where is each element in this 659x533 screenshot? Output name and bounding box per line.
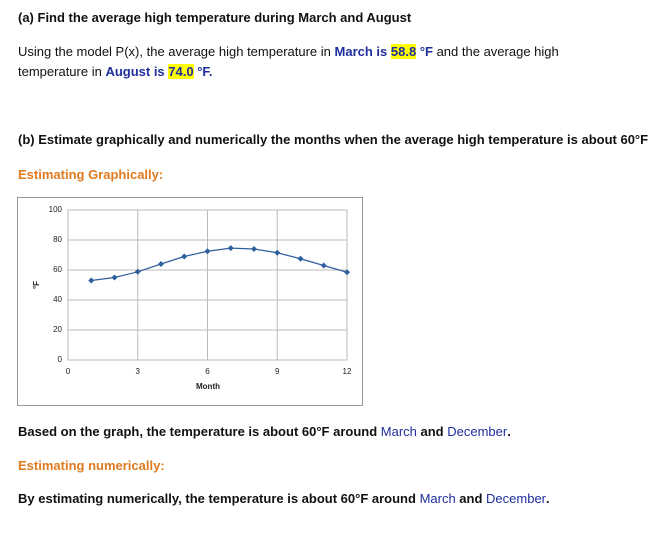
graphical-result: Based on the graph, the temperature is a… [18, 424, 511, 439]
text: August is [105, 64, 165, 79]
data-point [181, 253, 188, 260]
data-point [344, 269, 350, 276]
data-point [158, 261, 164, 267]
y-tick-label: 40 [53, 295, 62, 304]
data-line [91, 247, 348, 282]
y-tick-label: 60 [53, 265, 62, 274]
text: December [447, 424, 508, 439]
y-tick-label: 0 [58, 355, 63, 364]
data-point [297, 255, 304, 262]
chart-frame [17, 197, 363, 406]
part-b-title: (b) Estimate graphically and numerically… [18, 132, 649, 147]
text: . [546, 491, 550, 506]
part-a-line: temperature in August is 74.0 °F. [18, 64, 213, 79]
y-tick-label: 20 [53, 325, 62, 334]
data-point [111, 274, 118, 281]
text: and [416, 424, 448, 439]
x-axis-label: Month [196, 382, 220, 391]
x-tick-label: 0 [66, 367, 71, 376]
part-a-title: (a) Find the average high temperature du… [18, 10, 412, 25]
text: and [455, 491, 487, 506]
text: Based on the graph, the temperature is a… [18, 424, 381, 439]
text: . [507, 424, 511, 439]
x-tick-label: 6 [205, 367, 210, 376]
x-tick-label: 3 [136, 367, 141, 376]
text: March [380, 424, 417, 439]
y-axis-label: °F [32, 281, 41, 289]
data-point [320, 262, 327, 269]
y-tick-label: 100 [49, 205, 63, 214]
data-point [134, 268, 141, 275]
x-tick-label: 9 [275, 367, 280, 376]
text: and the average high [432, 44, 559, 59]
text: March is [334, 44, 388, 59]
data-point [88, 277, 95, 284]
answer: 58.8 [390, 44, 417, 59]
heading: Estimating numerically: [18, 458, 165, 473]
data-point [204, 248, 211, 255]
numerical-result: By estimating numerically, the temperatu… [18, 491, 550, 506]
heading: Estimating Graphically: [18, 167, 164, 182]
text: temperature in [18, 64, 106, 79]
chart: Month °F 0 20 40 60 80 100 0 3 6 9 12 [17, 197, 363, 406]
part-a-line: Using the model P(x), the average high t… [18, 44, 559, 59]
text: °F [416, 44, 433, 59]
x-tick-label: 12 [343, 367, 352, 376]
y-tick-label: 80 [53, 235, 62, 244]
text: By estimating numerically, the temperatu… [18, 491, 420, 506]
data-point [274, 249, 281, 256]
text: Using the model P(x), the average high t… [18, 44, 335, 59]
text: °F. [193, 64, 213, 79]
text: March [419, 491, 456, 506]
data-point [251, 246, 257, 252]
answer: 74.0 [168, 64, 194, 79]
data-point [227, 245, 234, 252]
text: December [486, 491, 546, 506]
